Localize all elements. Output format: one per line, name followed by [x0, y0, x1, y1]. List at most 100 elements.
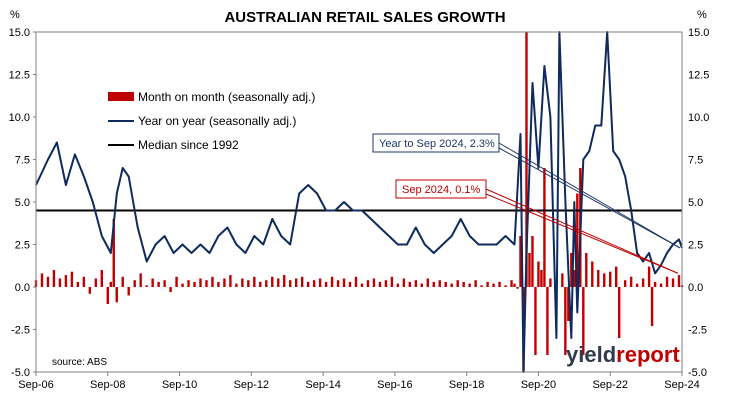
mom-bar — [396, 283, 400, 287]
mom-bar — [52, 270, 56, 287]
mom-bar — [390, 276, 394, 287]
mom-bar — [665, 276, 669, 287]
right-axis: -5.0 -2.5 0.0 2.5 5.0 7.5 10.0 12.5 15.0 — [688, 27, 709, 379]
mom-bar — [169, 287, 172, 293]
x-tick-label: Sep-08 — [90, 379, 125, 391]
x-tick-label: Sep-06 — [18, 379, 53, 391]
mom-bar — [312, 280, 316, 287]
mom-bar — [157, 281, 160, 287]
lines — [35, 31, 683, 373]
mom-bar — [573, 270, 576, 287]
chart-title: AUSTRALIAN RETAIL SALES GROWTH — [224, 9, 505, 26]
x-tick-label: Sep-18 — [449, 379, 484, 391]
mom-bar — [121, 276, 124, 287]
mom-bar — [537, 261, 540, 287]
annotation-mom-leader — [485, 193, 679, 274]
mom-bar — [513, 283, 516, 287]
y-tick-label-right: -5.0 — [688, 367, 707, 379]
mom-bar — [510, 280, 513, 287]
mom-bar — [615, 266, 618, 287]
mom-bar — [659, 283, 663, 287]
mom-bar — [671, 278, 675, 287]
mom-bar — [468, 283, 471, 287]
x-tick-label: Sep-22 — [592, 379, 627, 391]
mom-bar — [432, 281, 435, 287]
y-tick-label-left: 5.0 — [15, 197, 30, 209]
mom-bar — [629, 276, 633, 287]
mom-bar — [474, 280, 477, 287]
mom-bar — [498, 281, 501, 287]
mom-bar — [480, 285, 483, 287]
annotation-yoy-leader — [498, 142, 681, 249]
legend-label-yoy: Year on year (seasonally adj.) — [138, 114, 296, 128]
legend: Month on month (seasonally adj.) Year on… — [108, 90, 315, 152]
mom-bar — [336, 280, 340, 287]
x-tick-label: Sep-14 — [305, 379, 340, 391]
mom-bar — [271, 276, 274, 287]
y-tick-label-right: 10.0 — [688, 112, 709, 124]
y-tick-label-left: 15.0 — [9, 27, 30, 39]
annotations: Year to Sep 2024, 2.3% Sep 2024, 0.1% — [372, 133, 681, 274]
svg-text:yieldreport: yieldreport — [566, 342, 680, 367]
mom-bar — [504, 285, 507, 287]
mom-bar — [259, 281, 262, 287]
mom-bar — [181, 283, 184, 287]
logo-text-dark: yield — [566, 342, 616, 367]
mom-bar — [677, 275, 681, 287]
legend-bar-swatch — [108, 92, 134, 101]
mom-bar — [300, 276, 304, 287]
y-tick-label-left: 12.5 — [9, 70, 30, 82]
x-axis: Sep-06 Sep-08 Sep-10 Sep-12 Sep-14 Sep-16 Sep-… — [18, 372, 700, 391]
mom-bar — [549, 278, 552, 287]
mom-bar — [241, 278, 244, 287]
mom-bar — [64, 275, 68, 287]
mom-bar — [354, 276, 358, 287]
mom-bar — [289, 280, 292, 287]
mom-bar — [127, 287, 130, 296]
y-tick-label-right: 2.5 — [688, 240, 703, 252]
y-tick-label-right: 5.0 — [688, 197, 703, 209]
mom-bar — [163, 280, 166, 287]
mom-bar — [462, 281, 465, 287]
mom-bar — [372, 278, 376, 287]
mom-bar — [540, 270, 543, 287]
annotation-mom-leader — [485, 188, 679, 274]
y-tick-label-left: -5.0 — [11, 367, 30, 379]
mom-bar — [597, 270, 600, 287]
legend-label-mom: Month on month (seasonally adj.) — [138, 90, 315, 104]
mom-bar — [366, 280, 370, 287]
annotation-yoy-leader — [498, 147, 681, 249]
mom-bar — [217, 281, 220, 287]
mom-bar — [617, 287, 621, 338]
mom-bar — [456, 280, 459, 287]
y-tick-label-left: 7.5 — [15, 155, 30, 167]
annotation-yoy-text: Year to Sep 2024, 2.3% — [379, 138, 495, 150]
mom-bar — [88, 287, 92, 294]
mom-bar — [402, 278, 406, 287]
mom-bar — [330, 276, 334, 287]
mom-bar — [408, 281, 412, 287]
x-tick-label: Sep-16 — [377, 379, 412, 391]
mom-bar — [139, 273, 142, 287]
y-tick-label-right: 0.0 — [688, 282, 703, 294]
mom-bar — [70, 271, 74, 287]
y-tick-label-right: 7.5 — [688, 155, 703, 167]
mom-bar — [109, 281, 112, 287]
mom-bar — [324, 281, 328, 287]
annotation-mom-text: Sep 2024, 0.1% — [402, 184, 481, 196]
mom-bar — [564, 287, 567, 355]
y-tick-label-left: -2.5 — [11, 325, 30, 337]
mom-bar — [306, 281, 310, 287]
mom-bar — [486, 281, 489, 287]
mom-bar — [348, 281, 352, 287]
mom-bar — [546, 287, 549, 355]
mom-bar — [576, 193, 579, 287]
mom-bar — [450, 283, 453, 287]
mom-bar — [438, 280, 441, 287]
x-tick-label: Sep-20 — [521, 379, 556, 391]
x-tick-label: Sep-24 — [664, 379, 699, 391]
mom-bar — [582, 287, 585, 355]
mom-bar — [384, 280, 388, 287]
mom-bar — [175, 276, 178, 287]
